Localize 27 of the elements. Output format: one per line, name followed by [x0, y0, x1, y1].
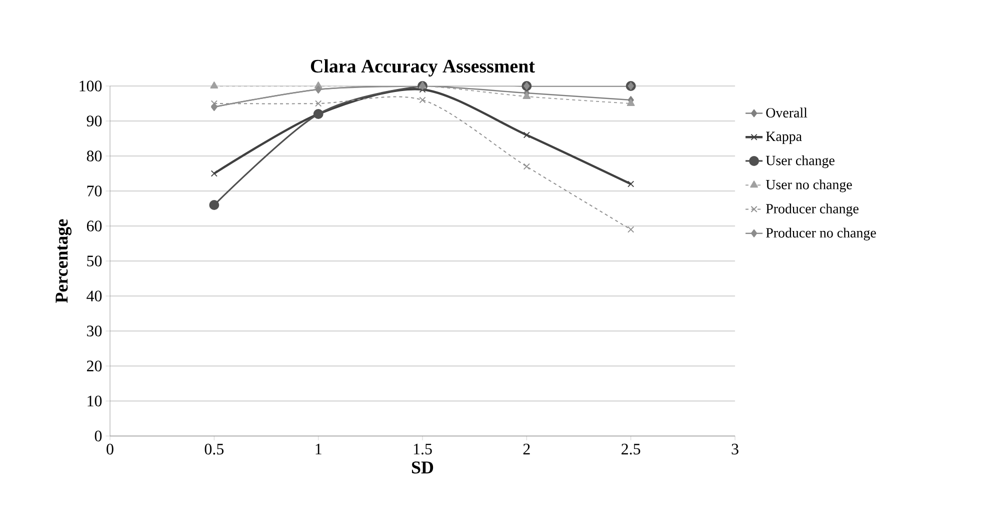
y-tick-label: 90 [86, 116, 102, 126]
legend-label: User no change [766, 180, 852, 192]
y-tick-label: 10 [88, 396, 102, 406]
y-tick-label: 0 [94, 430, 102, 442]
legend-label: Overall [766, 108, 808, 118]
y-tick-label: 20 [86, 360, 102, 372]
y-axis-title: Percentage [56, 219, 72, 303]
y-tick-label: 60 [86, 220, 102, 232]
x-tick-label: 0.5 [204, 444, 224, 455]
x-tick-label: 1 [316, 444, 322, 454]
y-tick-label: 30 [87, 326, 102, 336]
x-axis-title: SD [412, 461, 434, 474]
x-tick-label: 1.5 [414, 444, 432, 455]
y-tick-label: 70 [87, 186, 102, 196]
y-tick-label: 100 [80, 80, 102, 92]
legend-label: Producer no change [766, 228, 876, 240]
legend-label: User change [766, 155, 834, 168]
x-tick-label: 0 [106, 444, 114, 455]
y-tick-label: 40 [86, 290, 102, 302]
y-tick-label: 80 [86, 150, 102, 162]
y-tick-label: 50 [87, 256, 102, 266]
x-tick-label: 2 [523, 444, 530, 454]
x-tick-label: 2.5 [622, 444, 640, 455]
legend-label: Producer change [766, 204, 858, 216]
legend-label: Kappa [766, 132, 802, 144]
chart-title: Clara Accuracy Assessment [310, 59, 535, 76]
x-tick-label: 3 [732, 444, 738, 454]
